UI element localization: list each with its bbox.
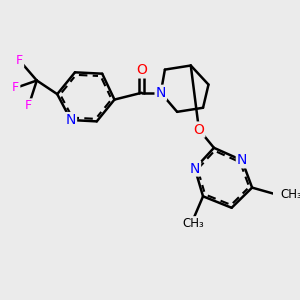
Text: F: F: [25, 99, 32, 112]
Text: CH₃: CH₃: [183, 217, 204, 230]
Text: N: N: [190, 161, 200, 176]
Text: F: F: [16, 54, 23, 67]
Text: O: O: [194, 123, 204, 136]
Text: N: N: [66, 113, 76, 127]
Text: CH₃: CH₃: [280, 188, 300, 201]
Text: N: N: [237, 153, 247, 167]
Text: N: N: [156, 86, 166, 100]
Text: F: F: [12, 81, 20, 94]
Text: O: O: [136, 63, 147, 77]
